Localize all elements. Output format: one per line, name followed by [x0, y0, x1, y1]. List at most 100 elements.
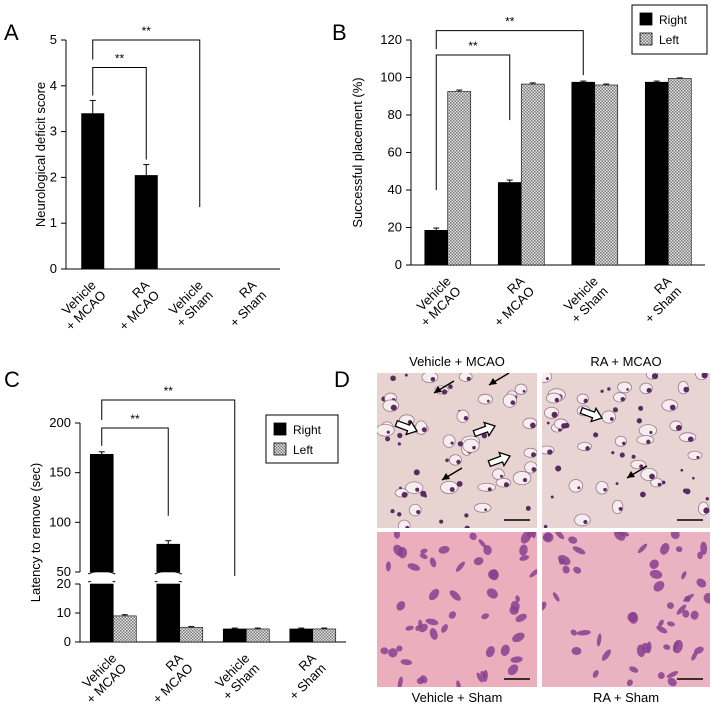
neuron-cell	[512, 632, 525, 643]
neuron-cell	[441, 624, 448, 633]
neuron-cell	[527, 532, 536, 538]
nucleus	[456, 459, 461, 465]
nucleus	[456, 480, 463, 487]
neuron-cell	[592, 670, 599, 678]
category-label: RA+ MCAO	[481, 273, 537, 329]
nucleus	[646, 439, 651, 445]
neuron-cell	[524, 461, 537, 474]
micrograph-tile	[542, 532, 710, 687]
nucleus	[687, 436, 694, 442]
nucleus	[445, 458, 449, 463]
category-label: RA+ MCAO	[140, 650, 196, 706]
neuron-cell	[438, 545, 450, 554]
neuron-cell	[696, 578, 707, 588]
nucleus	[680, 468, 684, 472]
nucleus	[619, 452, 625, 458]
y-axis-label: Latency to remove (sec)	[28, 463, 43, 602]
significance-label: **	[505, 15, 515, 29]
neuron-cell	[492, 468, 505, 480]
neuron-cell	[656, 625, 668, 634]
neuron-cell	[576, 629, 591, 636]
neuron-cell	[418, 623, 428, 633]
neuron-cell	[628, 611, 639, 624]
neuron-cell	[616, 532, 630, 537]
nucleus	[530, 422, 536, 429]
y-tick-label: 20	[388, 220, 402, 235]
bar-lower	[89, 583, 114, 643]
neuron-cell	[486, 588, 498, 599]
neuron-cell	[626, 679, 633, 687]
neuron-cell	[393, 532, 401, 539]
neuron-cell	[456, 680, 461, 687]
arrow-solid-head	[434, 386, 442, 393]
nucleus	[441, 389, 448, 395]
neuron-cell	[415, 625, 421, 631]
significance-bracket	[435, 30, 584, 76]
neuron-cell	[425, 618, 439, 626]
nucleus	[397, 432, 403, 439]
neuron-cell	[657, 672, 665, 679]
nucleus	[640, 491, 646, 498]
nucleus	[464, 525, 470, 528]
neuron-cell	[617, 381, 632, 394]
nucleus	[555, 465, 562, 472]
nucleus	[413, 469, 420, 476]
bar-lower	[156, 583, 181, 643]
neuron-cell	[562, 565, 570, 574]
nucleus	[463, 416, 469, 421]
neuron-cell	[649, 569, 663, 579]
nucleus	[639, 464, 644, 469]
bar	[245, 628, 270, 643]
category-label: RA+ Sham	[632, 273, 685, 326]
neuron-cell	[514, 383, 528, 395]
neuron-cell	[601, 410, 616, 424]
nucleus	[649, 430, 653, 435]
significance-bracket	[101, 427, 169, 516]
neuron-cell	[629, 666, 639, 673]
y-tick-label: 2	[50, 169, 57, 184]
neuron-cell	[681, 571, 687, 580]
nucleus	[401, 491, 408, 498]
nucleus	[696, 455, 700, 459]
y-tick-label: 80	[388, 107, 402, 122]
nucleus	[703, 507, 710, 514]
neuron-cell	[481, 613, 490, 620]
nucleus	[631, 454, 636, 459]
neuron-cell	[507, 664, 519, 676]
y-tick-label: 0	[395, 257, 402, 272]
neuron-cell	[638, 424, 658, 437]
neuron-cell	[440, 480, 459, 495]
neuron-cell	[473, 557, 484, 566]
nucleus	[675, 424, 682, 431]
neuron-cell	[636, 435, 655, 445]
nucleus	[464, 513, 469, 518]
y-tick-label: 100	[49, 514, 71, 529]
arrow-solid-head	[627, 471, 635, 478]
neuron-cell	[543, 532, 554, 543]
neuron-cell	[637, 543, 648, 554]
nucleus	[646, 387, 652, 393]
neuron-cell	[512, 471, 532, 486]
nucleus	[554, 397, 560, 403]
neuron-cell	[469, 532, 477, 541]
neuron-cell	[478, 539, 487, 548]
bar	[447, 91, 472, 266]
bar	[179, 627, 204, 643]
nucleus	[503, 482, 510, 488]
neuron-cell	[694, 646, 704, 654]
y-axis-label: Successful placement (%)	[350, 77, 365, 227]
neuron-cell	[595, 480, 609, 495]
neuron-cell	[554, 532, 565, 540]
neuron-cell	[428, 588, 440, 601]
neuron-cell	[649, 559, 659, 569]
neuron-cell	[700, 541, 708, 555]
arrow-solid-head	[442, 473, 450, 480]
micrograph-title: Vehicle + Sham	[412, 690, 503, 705]
neuron-cell	[405, 625, 414, 631]
neuron-cell	[502, 393, 517, 408]
nucleus	[472, 445, 476, 450]
arrow-hollow	[487, 451, 511, 468]
neuron-cell	[684, 595, 691, 603]
neuron-cell	[574, 513, 591, 527]
